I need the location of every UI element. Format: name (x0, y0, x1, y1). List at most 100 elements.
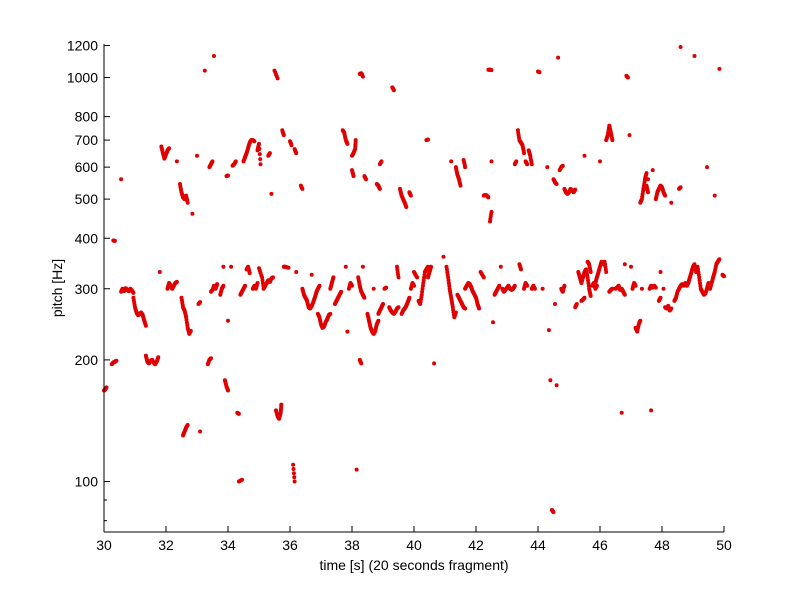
pitch-point (551, 510, 556, 515)
pitch-point (512, 283, 517, 288)
pitch-point (653, 285, 658, 290)
pitch-point (167, 146, 172, 151)
pitch-point (291, 462, 296, 467)
pitch-point (525, 162, 530, 167)
pitch-point (351, 174, 356, 179)
pitch-point (415, 275, 420, 280)
pitch-point (396, 305, 401, 310)
pitch-point (554, 182, 559, 186)
pitch-point (384, 285, 389, 290)
x-axis: 30 32 34 36 38 40 42 44 46 48 50 (96, 526, 732, 553)
pitch-point (364, 177, 368, 182)
pitch-point (650, 168, 655, 173)
pitch-point (300, 186, 305, 191)
y-axis: 100 200 300 400 500 600 700 800 1000 1200 (67, 38, 110, 522)
pitch-point (257, 152, 262, 157)
pitch-point (229, 264, 234, 269)
pitch-point (292, 475, 297, 480)
x-tick-label: 44 (530, 537, 546, 553)
pitch-point (705, 165, 709, 170)
pitch-point (257, 141, 261, 146)
x-tick-label: 32 (158, 537, 174, 553)
pitch-point (258, 162, 263, 167)
pitch-point (588, 293, 593, 298)
pitch-point (112, 238, 117, 243)
pitch-point (420, 289, 425, 294)
pitch-point (188, 328, 193, 333)
pitch-point (598, 159, 602, 164)
pitch-point (562, 283, 567, 288)
pitch-point (639, 286, 644, 291)
pitch-point (491, 320, 495, 325)
x-tick-label: 34 (220, 537, 236, 553)
pitch-point (573, 187, 578, 192)
pitch-point (463, 306, 468, 311)
pitch-point (449, 159, 454, 164)
y-tick-label: 500 (75, 191, 99, 207)
x-tick-label: 42 (468, 537, 484, 553)
pitch-point (463, 165, 468, 170)
pitch-point (661, 286, 666, 291)
pitch-point (236, 411, 241, 416)
pitch-point (190, 211, 195, 216)
pitch-point (252, 139, 257, 144)
pitch-point (226, 388, 230, 393)
pitch-point (486, 195, 491, 200)
pitch-point (377, 186, 382, 191)
y-axis-title: pitch [Hz] (49, 259, 65, 317)
pitch-point (553, 302, 557, 306)
pitch-point (646, 190, 650, 195)
pitch-point (554, 383, 559, 388)
y-tick-label: 1200 (67, 38, 98, 54)
pitch-point (678, 45, 683, 49)
pitch-point (294, 270, 299, 274)
pitch-point (540, 286, 545, 291)
pitch-point (359, 361, 364, 366)
pitch-point (247, 271, 252, 276)
data-points (102, 45, 726, 515)
pitch-point (532, 286, 537, 291)
pitch-point (588, 270, 593, 274)
pitch-point (156, 355, 161, 360)
pitch-point (354, 467, 359, 472)
pitch-point (497, 283, 502, 288)
x-tick-label: 36 (282, 537, 298, 553)
pitch-point (275, 76, 280, 81)
pitch-point (633, 283, 638, 288)
pitch-point (185, 200, 190, 205)
pitch-point (360, 264, 365, 269)
pitch-point (221, 264, 226, 269)
pitch-point (622, 262, 627, 267)
pitch-point (362, 295, 367, 300)
pitch-point (257, 147, 262, 151)
pitch-point (360, 74, 365, 79)
pitch-point (525, 283, 530, 288)
y-tick-label: 1000 (67, 69, 98, 85)
pitch-point (619, 410, 624, 415)
pitch-point (658, 295, 663, 300)
pitch-point (350, 283, 354, 288)
pitch-point (291, 467, 296, 471)
x-tick-label: 38 (344, 537, 360, 553)
pitch-point (243, 283, 247, 288)
pitch-point (582, 153, 587, 158)
pitch-point (560, 163, 565, 168)
pitch-point (629, 264, 633, 269)
pitch-point (353, 138, 358, 143)
pitch-point (131, 290, 136, 295)
y-tick-label: 300 (75, 281, 99, 297)
y-tick-label: 600 (75, 159, 99, 175)
pitch-point (391, 88, 396, 93)
pitch-point (174, 279, 179, 284)
pitch-point (289, 143, 294, 148)
pitch-point (646, 177, 650, 182)
y-tick-label: 100 (75, 474, 99, 490)
pitch-point (426, 137, 430, 142)
pitch-point (545, 165, 550, 170)
pitch-point (669, 200, 674, 205)
pitch-point (441, 254, 446, 259)
pitch-point (371, 286, 376, 291)
pitch-point (453, 310, 458, 315)
pitch-point (663, 193, 668, 198)
